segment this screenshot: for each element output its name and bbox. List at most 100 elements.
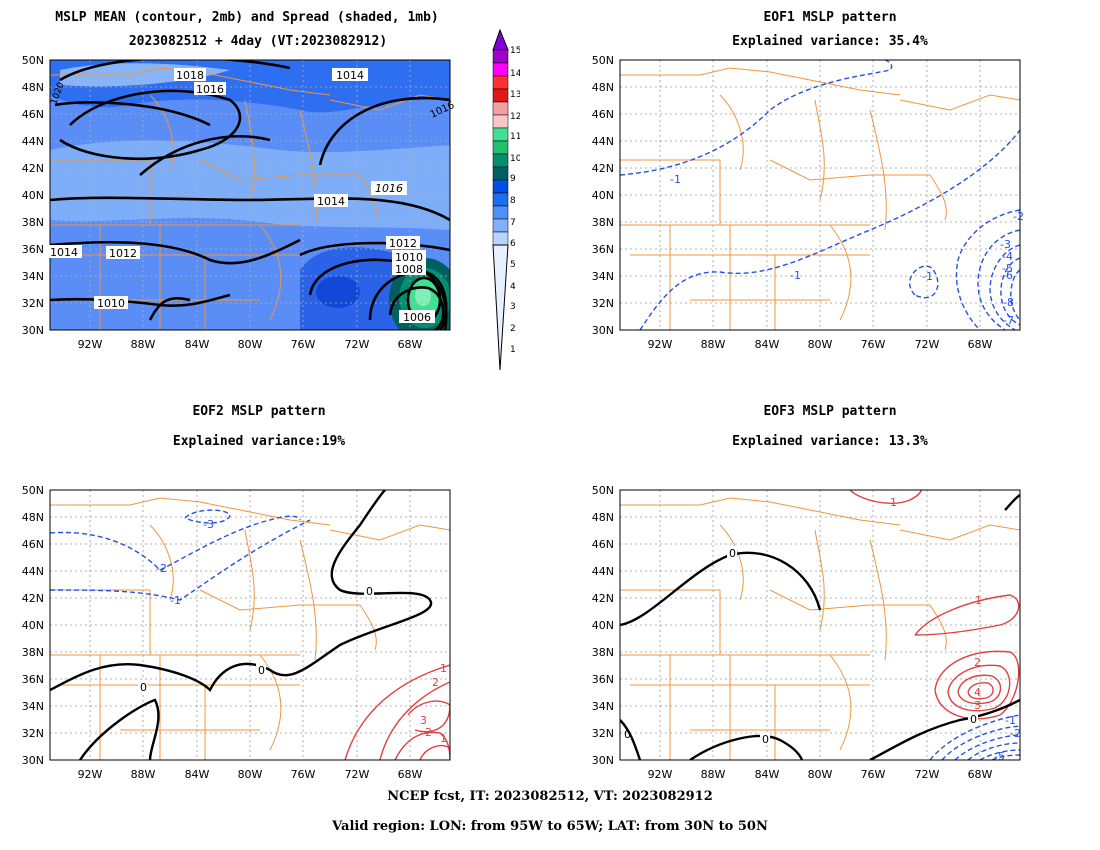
svg-text:1: 1 [440,732,447,745]
svg-text:1014: 1014 [50,246,78,259]
map-frame [619,489,1021,761]
svg-text:30N: 30N [592,324,614,337]
svg-text:6: 6 [510,239,516,249]
svg-text:1006: 1006 [403,311,431,324]
svg-text:1: 1 [975,594,982,607]
svg-text:76W: 76W [291,768,316,780]
map-frame [49,59,451,331]
svg-text:32N: 32N [22,297,44,310]
svg-text:9: 9 [510,174,516,184]
svg-text:92W: 92W [648,338,673,351]
state-boundaries [620,497,1020,760]
svg-text:4: 4 [974,686,981,699]
svg-text:0: 0 [258,664,265,677]
svg-text:32N: 32N [592,727,614,740]
svg-text:-5: -5 [1002,262,1013,275]
svg-text:44N: 44N [592,565,614,578]
svg-text:-7: -7 [1003,314,1014,327]
spread-colorbar: 15 14 13 12 11 10 9 8 7 6 5 4 3 2 1 [492,28,520,371]
svg-text:80W: 80W [238,768,263,780]
svg-text:1: 1 [440,662,447,675]
svg-text:3: 3 [974,699,981,712]
svg-text:72W: 72W [345,338,370,351]
isobars [50,60,450,330]
lon-tick-labels: 92W 88W 84W 80W 76W 72W 68W [648,338,993,351]
svg-text:76W: 76W [291,338,316,351]
svg-text:1016: 1016 [196,83,224,96]
svg-text:44N: 44N [592,135,614,148]
svg-text:80W: 80W [808,338,833,351]
svg-text:30N: 30N [592,754,614,767]
eof1-subtitle: Explained variance: 35.4% [732,34,928,49]
eof2-title: EOF2 MSLP pattern [192,404,326,419]
eof3-contour-labels: 1 0 1 2 3 4 0 0 -1 -2 -5 0 [624,496,1021,763]
svg-text:0: 0 [624,728,631,741]
svg-text:92W: 92W [78,338,103,351]
svg-text:42N: 42N [22,592,44,605]
eof1-contour-labels: -1 -1 -1 -2 -3 -4 -5 -6 -8 -7 [670,173,1024,327]
svg-text:-4: -4 [1002,250,1013,263]
lon-tick-labels: 92W 88W 84W 80W 76W 72W 68W [78,768,423,780]
svg-text:84W: 84W [185,768,210,780]
map-frame [619,59,1021,331]
svg-text:72W: 72W [915,768,940,780]
svg-text:68W: 68W [398,338,423,351]
lon-tick-labels: 92W 88W 84W 80W 76W 72W 68W [648,768,993,780]
svg-text:-1: -1 [670,173,681,186]
svg-text:50N: 50N [22,484,44,497]
svg-text:50N: 50N [592,54,614,67]
lon-tick-labels: 92W 88W 84W 80W 76W 72W 68W [78,338,423,351]
svg-text:5: 5 [510,260,516,270]
svg-text:2: 2 [510,324,516,334]
svg-text:32N: 32N [22,727,44,740]
svg-text:50N: 50N [592,484,614,497]
lat-tick-labels: 50N 48N 46N 44N 42N 40N 38N 36N 34N 32N … [592,54,614,337]
svg-text:38N: 38N [22,216,44,229]
svg-text:88W: 88W [701,338,726,351]
colorbar-top-arrow [492,28,509,51]
svg-text:46N: 46N [22,538,44,551]
svg-text:-1: -1 [790,269,801,282]
svg-text:-6: -6 [1002,269,1013,282]
svg-text:38N: 38N [592,216,614,229]
eof2-contour-labels: -3 -2 -1 0 0 0 1 2 3 2 1 [138,518,447,745]
svg-text:84W: 84W [755,338,780,351]
eof1-title: EOF1 MSLP pattern [763,10,897,25]
svg-text:34N: 34N [22,270,44,283]
svg-text:1008: 1008 [395,263,423,276]
svg-text:30N: 30N [22,324,44,337]
eof3-subtitle: Explained variance: 13.3% [732,434,928,449]
eof2-zero-contours [50,490,433,760]
svg-text:3: 3 [510,302,516,312]
mean-subtitle: 2023082512 + 4day (VT:2023082912) [128,34,388,49]
svg-text:14: 14 [510,69,520,79]
svg-text:38N: 38N [22,646,44,659]
eof2-subtitle: Explained variance:19% [172,434,346,449]
graticule [50,490,450,760]
svg-text:0: 0 [762,733,769,746]
svg-text:46N: 46N [592,538,614,551]
svg-text:88W: 88W [131,338,156,351]
svg-text:48N: 48N [592,81,614,94]
svg-text:2: 2 [432,676,439,689]
svg-text:1014: 1014 [336,69,364,82]
svg-text:40N: 40N [22,189,44,202]
svg-text:34N: 34N [592,270,614,283]
svg-text:44N: 44N [22,135,44,148]
svg-text:34N: 34N [22,700,44,713]
svg-text:-3: -3 [1000,238,1011,251]
eof3-title: EOF3 MSLP pattern [763,404,897,419]
svg-text:4: 4 [510,282,516,292]
lat-tick-labels: 50N 48N 46N 44N 42N 40N 38N 36N 34N 32N … [22,54,44,337]
eof2-negative-contours [50,509,311,601]
svg-text:-2: -2 [1013,210,1024,223]
svg-text:1010: 1010 [395,251,423,264]
svg-text:0: 0 [140,681,147,694]
eof3-negative-contours [929,714,1020,760]
svg-text:1012: 1012 [389,237,417,250]
svg-text:42N: 42N [592,592,614,605]
svg-text:76W: 76W [861,768,886,780]
svg-text:1018: 1018 [176,69,204,82]
svg-text:1012: 1012 [109,247,137,260]
svg-text:46N: 46N [592,108,614,121]
